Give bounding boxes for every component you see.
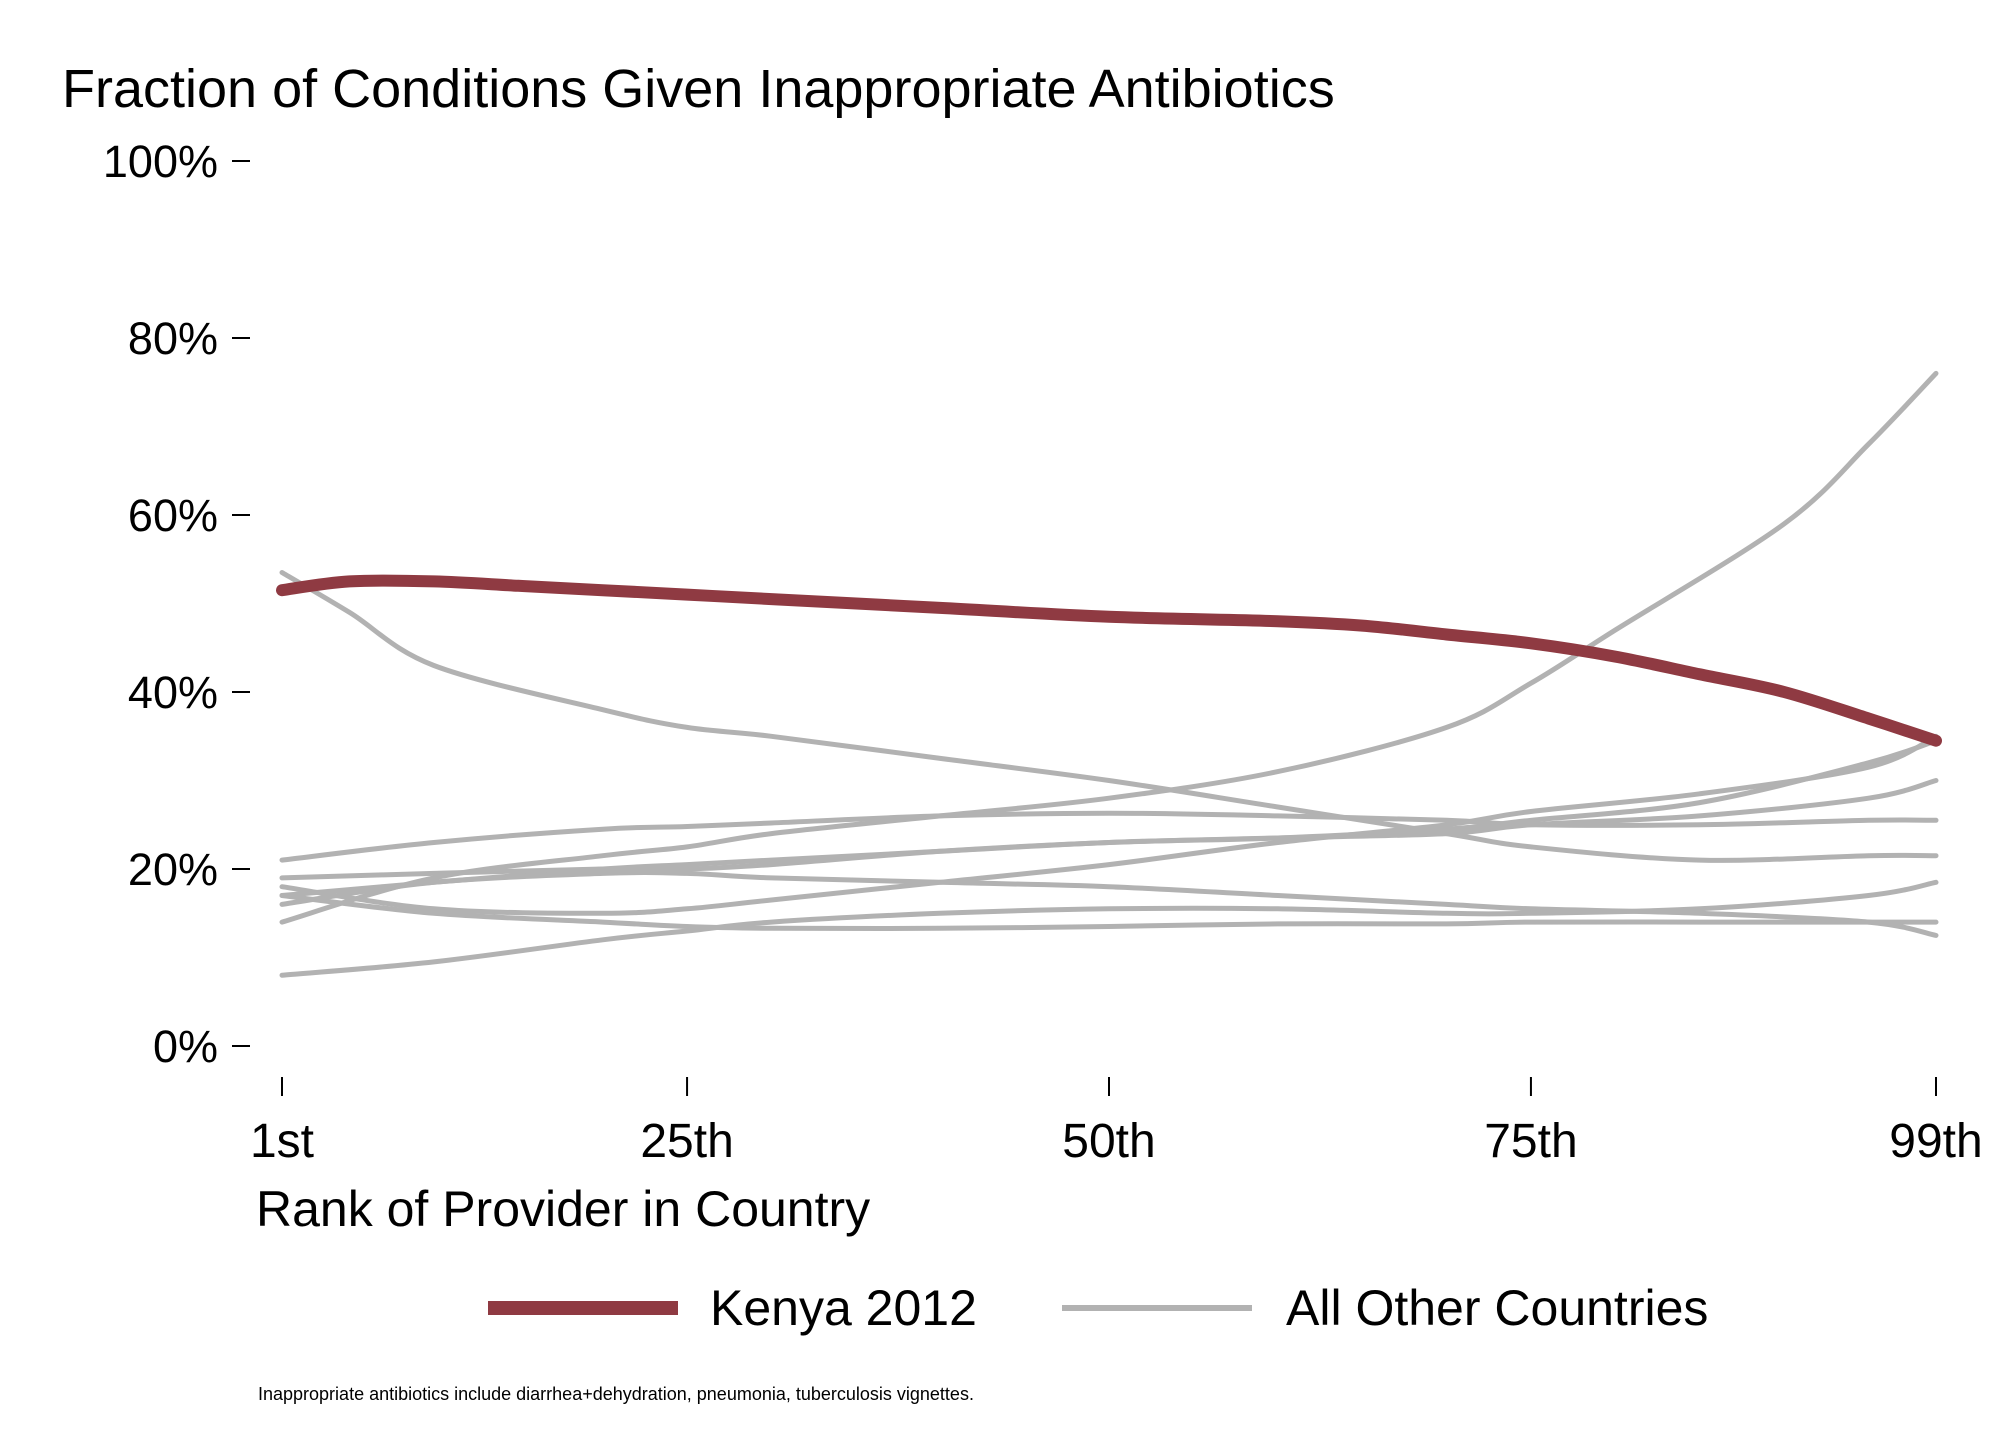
series-layer: [276, 370, 1942, 978]
legend-swatch-kenya: [488, 1301, 678, 1315]
series-line-other-country: [279, 879, 1939, 978]
chart-note: Inappropriate antibiotics include diarrh…: [258, 1384, 974, 1404]
series-line-other-country: [279, 893, 1939, 932]
series-line-other-country: [279, 870, 1939, 938]
x-axis-label: Rank of Provider in Country: [256, 1181, 871, 1237]
legend-label-other: All Other Countries: [1286, 1280, 1709, 1336]
chart-title: Fraction of Conditions Given Inappropria…: [62, 59, 1335, 119]
y-tick-label: 40%: [128, 667, 218, 718]
series-line-other-country: [279, 733, 1939, 916]
x-tick-label: 25th: [640, 1115, 733, 1168]
legend-item-other: All Other Countries: [1062, 1278, 1708, 1338]
legend-swatch-other: [1062, 1305, 1252, 1311]
y-tick-label: 60%: [128, 490, 218, 541]
x-tick-label: 1st: [250, 1115, 314, 1168]
y-tick-label: 80%: [128, 313, 218, 364]
series-line-other-country: [279, 738, 1939, 881]
series-line-kenya-2012: [276, 574, 1942, 747]
legend-label-kenya: Kenya 2012: [710, 1280, 977, 1336]
x-tick-label: 99th: [1889, 1115, 1982, 1168]
legend-item-kenya: Kenya 2012: [488, 1278, 977, 1338]
y-axis: 0% 20% 40% 60% 80% 100%: [103, 136, 250, 1072]
y-tick-label: 20%: [128, 844, 218, 895]
x-axis: 1st 25th 50th 75th 99th: [250, 1077, 1983, 1168]
series-line-other-country: [279, 570, 1939, 863]
y-tick-label: 100%: [103, 136, 218, 187]
series-line-other-country: [279, 810, 1939, 863]
x-tick-label: 75th: [1484, 1115, 1577, 1168]
series-line-other-country: [279, 370, 1939, 925]
x-tick-label: 50th: [1062, 1115, 1155, 1168]
y-tick-label: 0%: [153, 1021, 218, 1072]
